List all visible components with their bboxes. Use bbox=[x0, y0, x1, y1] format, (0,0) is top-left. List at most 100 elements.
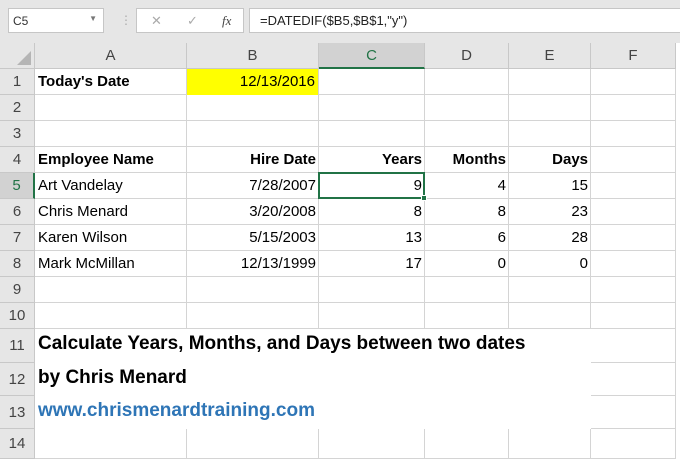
cell-F5[interactable] bbox=[591, 173, 676, 199]
cell-A9[interactable] bbox=[35, 277, 187, 303]
cell-F8[interactable] bbox=[591, 251, 676, 277]
fill-handle[interactable] bbox=[421, 195, 427, 201]
cell-E9[interactable] bbox=[509, 277, 591, 303]
cell-A7[interactable] bbox=[35, 225, 187, 251]
cell-E3[interactable] bbox=[509, 121, 591, 147]
cell-D13[interactable] bbox=[425, 396, 509, 429]
cell-F9[interactable] bbox=[591, 277, 676, 303]
column-header-F[interactable]: F bbox=[591, 43, 676, 69]
column-header-E[interactable]: E bbox=[509, 43, 591, 69]
cell-B8[interactable] bbox=[187, 251, 319, 277]
cell-B6[interactable] bbox=[187, 199, 319, 225]
cell-D4[interactable] bbox=[425, 147, 509, 173]
cell-A14[interactable] bbox=[35, 429, 187, 459]
cell-D7[interactable] bbox=[425, 225, 509, 251]
cell-F6[interactable] bbox=[591, 199, 676, 225]
cell-E5[interactable] bbox=[509, 173, 591, 199]
cell-B3[interactable] bbox=[187, 121, 319, 147]
row-header-14[interactable]: 14 bbox=[0, 429, 35, 459]
cell-E14[interactable] bbox=[509, 429, 591, 459]
cell-F13[interactable] bbox=[591, 396, 676, 429]
cell-E8[interactable] bbox=[509, 251, 591, 277]
insert-function-icon[interactable]: fx bbox=[222, 13, 232, 28]
cell-C13[interactable] bbox=[319, 396, 425, 429]
cell-F2[interactable] bbox=[591, 95, 676, 121]
row-header-12[interactable]: 12 bbox=[0, 363, 35, 396]
cell-E11[interactable] bbox=[509, 329, 591, 363]
cell-D2[interactable] bbox=[425, 95, 509, 121]
cell-C12[interactable] bbox=[319, 363, 425, 396]
cell-E13[interactable] bbox=[509, 396, 591, 429]
row-header-7[interactable]: 7 bbox=[0, 225, 35, 251]
cell-C6[interactable] bbox=[319, 199, 425, 225]
row-header-10[interactable]: 10 bbox=[0, 303, 35, 329]
cell-D10[interactable] bbox=[425, 303, 509, 329]
chevron-down-icon[interactable]: ▼ bbox=[89, 14, 97, 23]
cell-D14[interactable] bbox=[425, 429, 509, 459]
cell-D9[interactable] bbox=[425, 277, 509, 303]
cell-F12[interactable] bbox=[591, 363, 676, 396]
cell-D5[interactable] bbox=[425, 173, 509, 199]
column-header-D[interactable]: D bbox=[425, 43, 509, 69]
row-header-9[interactable]: 9 bbox=[0, 277, 35, 303]
cell-C9[interactable] bbox=[319, 277, 425, 303]
cell-C14[interactable] bbox=[319, 429, 425, 459]
cell-F14[interactable] bbox=[591, 429, 676, 459]
cancel-icon[interactable]: ✕ bbox=[151, 13, 162, 28]
cell-F4[interactable] bbox=[591, 147, 676, 173]
cell-E6[interactable] bbox=[509, 199, 591, 225]
cell-B4[interactable] bbox=[187, 147, 319, 173]
column-header-B[interactable]: B bbox=[187, 43, 319, 69]
cell-D11[interactable] bbox=[425, 329, 509, 363]
cell-B2[interactable] bbox=[187, 95, 319, 121]
row-header-6[interactable]: 6 bbox=[0, 199, 35, 225]
cell-A10[interactable] bbox=[35, 303, 187, 329]
cell-C7[interactable] bbox=[319, 225, 425, 251]
column-header-A[interactable]: A bbox=[35, 43, 187, 69]
row-header-13[interactable]: 13 bbox=[0, 396, 35, 429]
row-header-4[interactable]: 4 bbox=[0, 147, 35, 173]
cell-F7[interactable] bbox=[591, 225, 676, 251]
row-header-5[interactable]: 5 bbox=[0, 173, 35, 199]
cell-E4[interactable] bbox=[509, 147, 591, 173]
cell-F11[interactable] bbox=[591, 329, 676, 363]
cell-E7[interactable] bbox=[509, 225, 591, 251]
cell-D8[interactable] bbox=[425, 251, 509, 277]
select-all-button[interactable] bbox=[0, 43, 35, 69]
row-header-3[interactable]: 3 bbox=[0, 121, 35, 147]
formula-input[interactable]: =DATEDIF($B5,$B$1,"y") bbox=[249, 8, 680, 33]
row-header-11[interactable]: 11 bbox=[0, 329, 35, 363]
cell-D6[interactable] bbox=[425, 199, 509, 225]
cell-E10[interactable] bbox=[509, 303, 591, 329]
row-header-8[interactable]: 8 bbox=[0, 251, 35, 277]
cell-D1[interactable] bbox=[425, 69, 509, 95]
cell-A8[interactable] bbox=[35, 251, 187, 277]
cell-B14[interactable] bbox=[187, 429, 319, 459]
cell-B12[interactable] bbox=[187, 363, 319, 396]
cell-C3[interactable] bbox=[319, 121, 425, 147]
cell-C10[interactable] bbox=[319, 303, 425, 329]
cell-A2[interactable] bbox=[35, 95, 187, 121]
cell-D12[interactable] bbox=[425, 363, 509, 396]
cell-F1[interactable] bbox=[591, 69, 676, 95]
cell-E1[interactable] bbox=[509, 69, 591, 95]
cell-B7[interactable] bbox=[187, 225, 319, 251]
cell-C8[interactable] bbox=[319, 251, 425, 277]
cell-C11[interactable] bbox=[319, 329, 425, 363]
cell-A13[interactable] bbox=[35, 396, 187, 429]
cell-E2[interactable] bbox=[509, 95, 591, 121]
cell-A11[interactable] bbox=[35, 329, 187, 363]
row-header-1[interactable]: 1 bbox=[0, 69, 35, 95]
row-header-2[interactable]: 2 bbox=[0, 95, 35, 121]
cell-D3[interactable] bbox=[425, 121, 509, 147]
cell-A5[interactable] bbox=[35, 173, 187, 199]
cell-F10[interactable] bbox=[591, 303, 676, 329]
cell-B11[interactable] bbox=[187, 329, 319, 363]
cell-B9[interactable] bbox=[187, 277, 319, 303]
cell-B13[interactable] bbox=[187, 396, 319, 429]
cell-A3[interactable] bbox=[35, 121, 187, 147]
cell-C1[interactable] bbox=[319, 69, 425, 95]
name-box[interactable]: C5 ▼ bbox=[8, 8, 104, 33]
title-text-A13[interactable]: www.chrismenardtraining.com bbox=[38, 400, 315, 421]
cell-C2[interactable] bbox=[319, 95, 425, 121]
